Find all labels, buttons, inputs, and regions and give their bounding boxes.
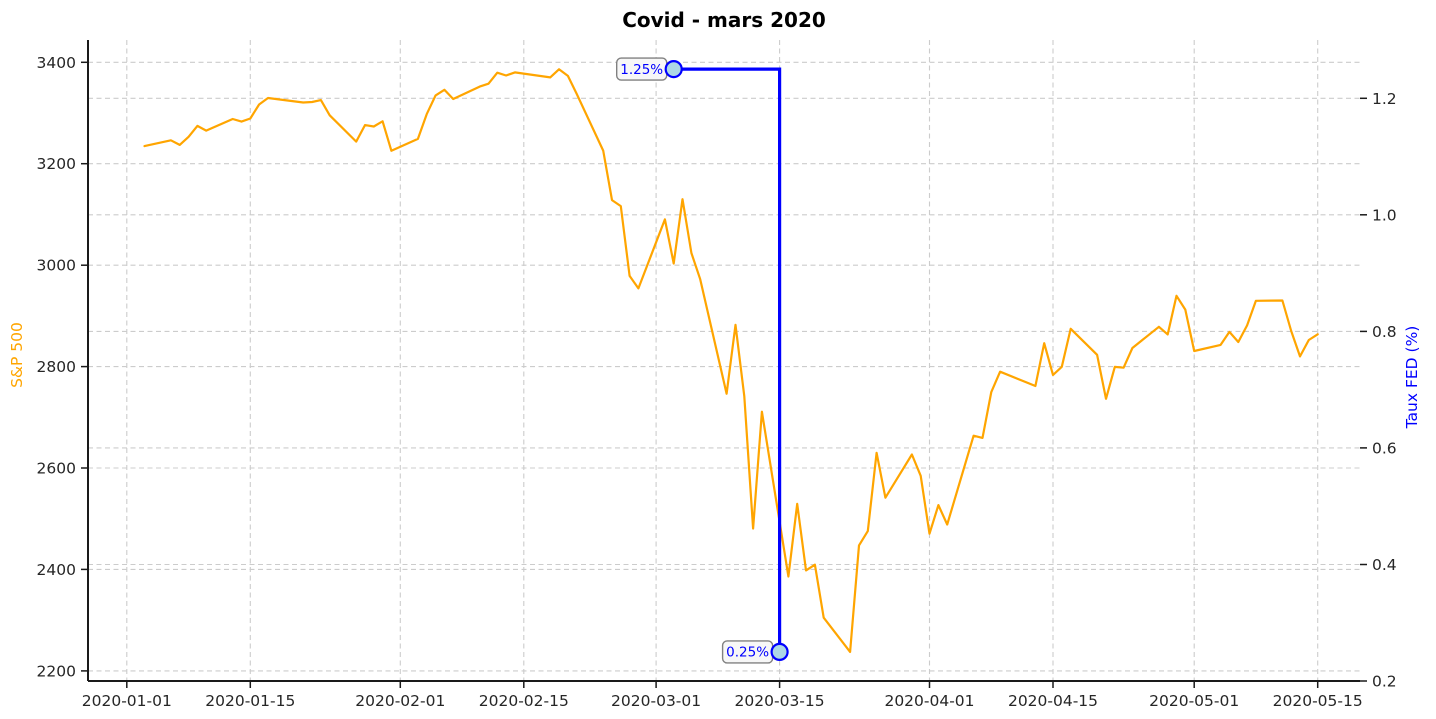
- x-tick-label: 2020-03-01: [611, 692, 701, 710]
- y-left-tick-label: 3400: [37, 54, 76, 72]
- x-tick-label: 2020-01-15: [205, 692, 295, 710]
- y-left-tick-label: 2200: [37, 662, 76, 680]
- sp500-line: [143, 68, 1319, 654]
- y-right-tick-label: 0.2: [1372, 673, 1397, 691]
- y-right-tick-label: 1.2: [1372, 90, 1397, 108]
- x-tick-label: 2020-05-15: [1273, 692, 1363, 710]
- y-left-tick-label: 3200: [37, 155, 76, 173]
- y-right-tick-label: 0.8: [1372, 323, 1397, 341]
- x-tick-label: 2020-04-01: [884, 692, 974, 710]
- chart-title: Covid - mars 2020: [622, 8, 826, 32]
- y-right-tick-label: 0.4: [1372, 556, 1397, 574]
- y-left-tick-label: 3000: [37, 257, 76, 275]
- x-tick-label: 2020-03-15: [735, 692, 825, 710]
- fed-rate-marker: [664, 59, 683, 79]
- annotation-label: 0.25%: [726, 645, 769, 661]
- x-tick-label: 2020-05-01: [1149, 692, 1239, 710]
- annotation-label: 1.25%: [620, 62, 663, 78]
- y-left-tick-label: 2800: [37, 358, 76, 376]
- fed-rate-line: [673, 67, 782, 652]
- y-left-tick-label: 2600: [37, 460, 76, 478]
- fed-rate-marker: [770, 642, 789, 662]
- right-axis-label: Taux FED (%): [1403, 325, 1421, 429]
- y-right-tick-label: 0.6: [1372, 439, 1397, 457]
- left-axis-label: S&P 500: [8, 322, 26, 388]
- x-tick-label: 2020-04-15: [1008, 692, 1098, 710]
- y-right-tick-label: 1.0: [1372, 206, 1397, 224]
- x-tick-label: 2020-02-01: [355, 692, 445, 710]
- x-tick-label: 2020-01-01: [82, 692, 172, 710]
- y-left-tick-label: 2400: [37, 561, 76, 579]
- x-tick-label: 2020-02-15: [479, 692, 569, 710]
